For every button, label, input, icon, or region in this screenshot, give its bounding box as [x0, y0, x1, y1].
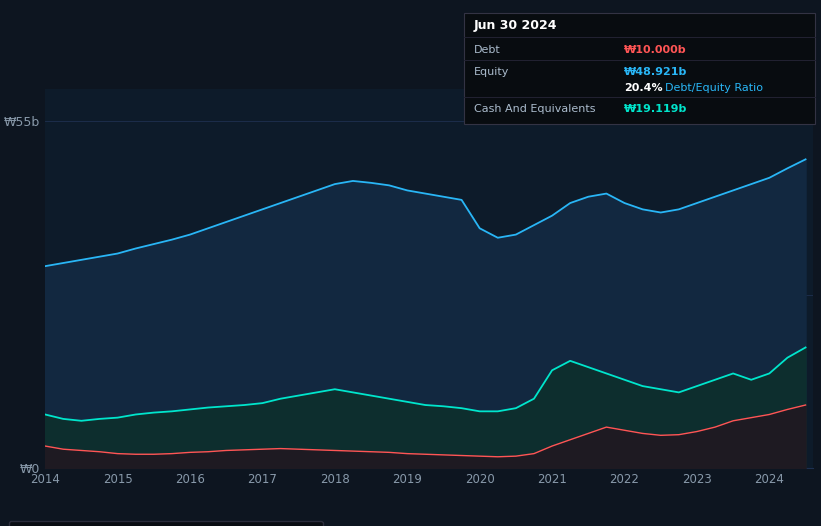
Text: 20.4%: 20.4%	[624, 83, 663, 93]
Text: Equity: Equity	[474, 67, 509, 77]
Text: ₩19.119b: ₩19.119b	[624, 104, 687, 114]
Text: ₩48.921b: ₩48.921b	[624, 67, 687, 77]
Text: Debt: Debt	[474, 45, 501, 55]
Text: Debt/Equity Ratio: Debt/Equity Ratio	[665, 83, 763, 93]
Legend: Debt, Equity, Cash And Equivalents: Debt, Equity, Cash And Equivalents	[9, 521, 323, 526]
Text: ₩10.000b: ₩10.000b	[624, 45, 686, 55]
Text: Cash And Equivalents: Cash And Equivalents	[474, 104, 595, 114]
Text: Jun 30 2024: Jun 30 2024	[474, 19, 557, 32]
